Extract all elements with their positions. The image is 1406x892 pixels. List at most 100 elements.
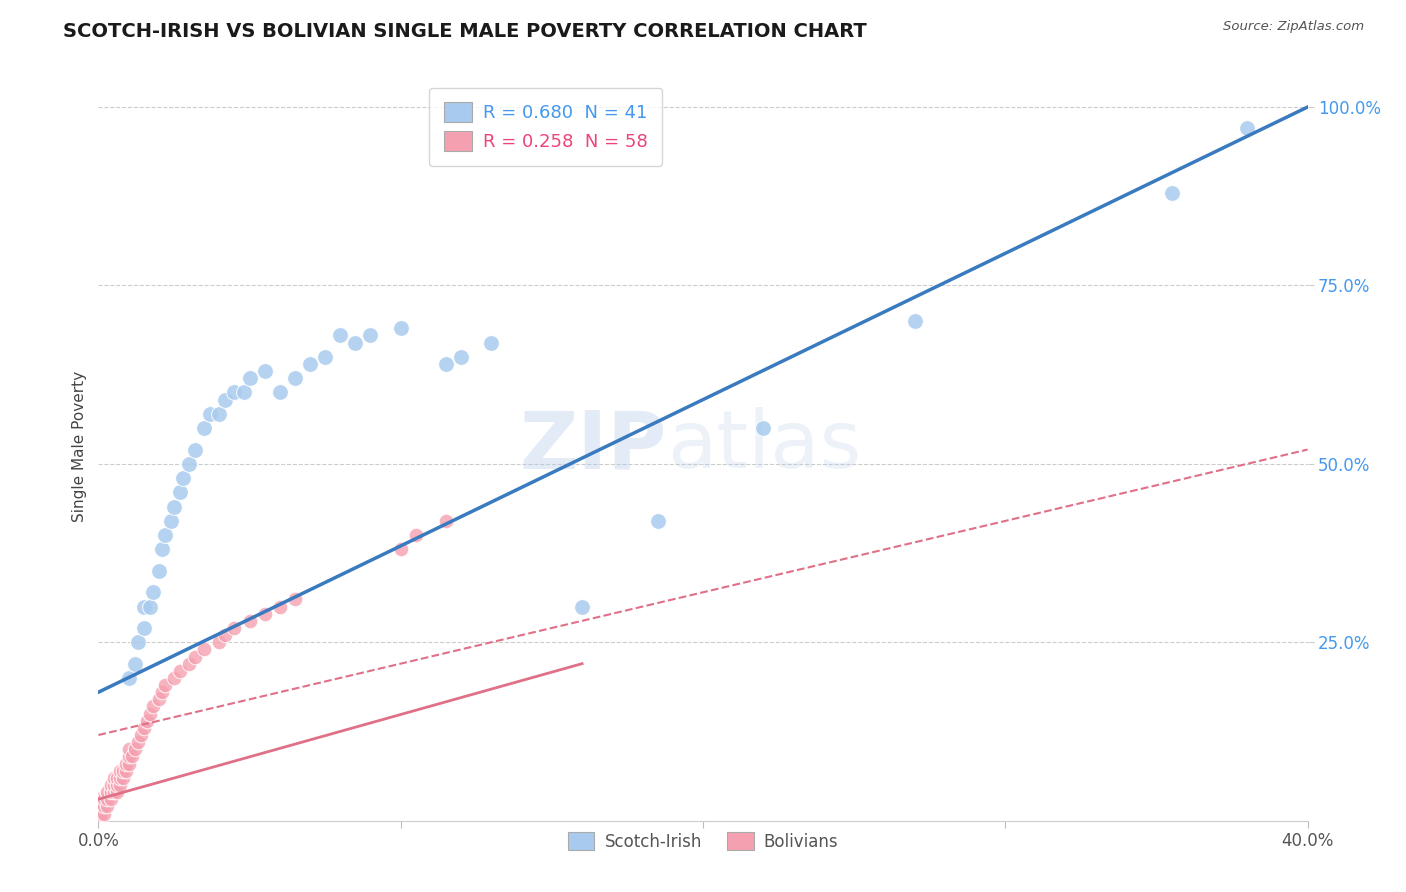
Point [96, 799, 118, 814]
Point [208, 407, 231, 421]
Point [389, 321, 412, 335]
Text: SCOTCH-IRISH VS BOLIVIAN SINGLE MALE POVERTY CORRELATION CHART: SCOTCH-IRISH VS BOLIVIAN SINGLE MALE POV… [63, 22, 868, 41]
Point [360, 328, 382, 343]
Point [232, 385, 254, 400]
Point [118, 742, 141, 756]
Point [103, 778, 125, 792]
Point [214, 628, 236, 642]
Point [193, 642, 215, 657]
Point [284, 371, 307, 385]
Point [114, 764, 136, 778]
Point [90, 799, 112, 814]
Point [96, 792, 118, 806]
Point [139, 599, 162, 614]
Point [105, 778, 128, 792]
Point [239, 614, 262, 628]
Point [434, 357, 457, 371]
Point [150, 685, 173, 699]
Point [87, 792, 110, 806]
Point [111, 764, 134, 778]
Point [93, 806, 115, 821]
Point [142, 585, 165, 599]
Text: atlas: atlas [666, 407, 860, 485]
Point [150, 542, 173, 557]
Point [314, 350, 336, 364]
Point [100, 778, 122, 792]
Point [100, 785, 122, 799]
Point [132, 599, 155, 614]
Point [87, 806, 110, 821]
Point [124, 657, 146, 671]
Point [184, 442, 207, 457]
Point [160, 514, 183, 528]
Point [87, 799, 110, 814]
Point [169, 664, 191, 678]
Point [269, 385, 291, 400]
Point [239, 371, 262, 385]
Point [90, 806, 112, 821]
Legend: Scotch-Irish, Bolivians: Scotch-Irish, Bolivians [561, 825, 845, 857]
Point [118, 749, 141, 764]
Point [450, 350, 472, 364]
Point [481, 335, 503, 350]
Point [200, 407, 222, 421]
Text: Source: ZipAtlas.com: Source: ZipAtlas.com [1223, 20, 1364, 33]
Point [647, 514, 669, 528]
Point [108, 771, 131, 785]
Point [148, 564, 170, 578]
Point [405, 528, 427, 542]
Point [163, 500, 186, 514]
Point [96, 785, 118, 799]
Point [208, 635, 231, 649]
Point [114, 756, 136, 771]
Point [132, 621, 155, 635]
Point [135, 714, 157, 728]
Point [100, 792, 122, 806]
Point [179, 457, 201, 471]
Point [329, 328, 352, 343]
Point [153, 678, 176, 692]
Point [193, 421, 215, 435]
Point [103, 785, 125, 799]
Point [434, 514, 457, 528]
Point [224, 385, 246, 400]
Point [118, 671, 141, 685]
Point [389, 542, 412, 557]
Point [93, 799, 115, 814]
Point [124, 742, 146, 756]
Point [111, 771, 134, 785]
Point [269, 599, 291, 614]
Point [904, 314, 927, 328]
Point [172, 471, 194, 485]
Point [139, 706, 162, 721]
Point [752, 421, 775, 435]
Point [108, 778, 131, 792]
Point [344, 335, 367, 350]
Point [132, 721, 155, 735]
Point [1160, 186, 1182, 200]
Point [118, 756, 141, 771]
Point [153, 528, 176, 542]
Point [284, 592, 307, 607]
Point [108, 764, 131, 778]
Point [129, 728, 152, 742]
Point [93, 792, 115, 806]
Y-axis label: Single Male Poverty: Single Male Poverty [72, 370, 87, 522]
Point [571, 599, 593, 614]
Point [87, 814, 110, 828]
Point [1236, 121, 1258, 136]
Point [253, 364, 276, 378]
Text: ZIP: ZIP [519, 407, 666, 485]
Point [103, 771, 125, 785]
Point [163, 671, 186, 685]
Point [127, 735, 149, 749]
Point [121, 749, 143, 764]
Point [184, 649, 207, 664]
Point [214, 392, 236, 407]
Point [105, 785, 128, 799]
Point [299, 357, 322, 371]
Point [127, 635, 149, 649]
Point [105, 771, 128, 785]
Point [253, 607, 276, 621]
Point [90, 814, 112, 828]
